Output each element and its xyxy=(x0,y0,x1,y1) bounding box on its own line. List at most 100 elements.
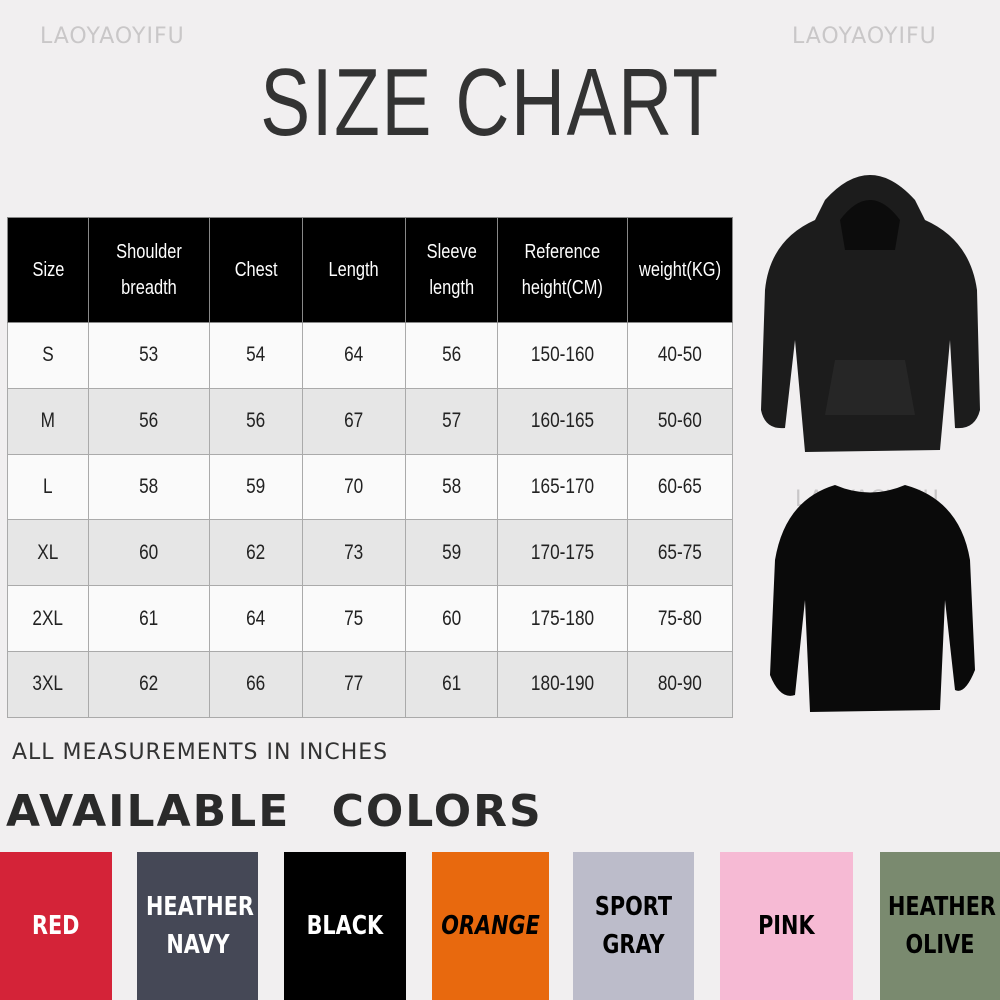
cell-value: 61 xyxy=(442,672,462,696)
cell-value: 3XL xyxy=(32,672,64,696)
column-header-label: Chest xyxy=(234,259,278,281)
watermark: LAOYAOYIFU xyxy=(40,24,185,49)
table-cell: 61 xyxy=(87,585,210,652)
table-cell: 175-180 xyxy=(497,585,628,652)
cell-value: S xyxy=(42,343,54,367)
black-sweatshirt-image xyxy=(770,485,975,712)
table-cell: 70 xyxy=(301,453,406,521)
table-cell: 80-90 xyxy=(626,650,734,718)
table-cell: XL xyxy=(7,519,89,587)
column-header: Shoulder breadth xyxy=(87,217,210,323)
cell-value: 66 xyxy=(246,672,266,696)
colors-heading: AVAILABLE COLORS xyxy=(6,786,543,837)
color-swatch-orange[interactable]: ORANGE xyxy=(432,852,549,1000)
table-cell: 180-190 xyxy=(497,650,628,718)
table-cell: 66 xyxy=(208,650,303,718)
table-cell: 75-80 xyxy=(626,585,734,652)
color-label: BLACK xyxy=(306,911,384,941)
cell-value: 61 xyxy=(139,606,159,630)
cell-value: 64 xyxy=(246,606,266,630)
color-swatch-heather-navy[interactable]: HEATHER NAVY xyxy=(137,852,258,1000)
table-cell: 150-160 xyxy=(497,322,628,389)
cell-value: 160-165 xyxy=(531,409,595,433)
color-swatch-heather-olive[interactable]: HEATHER OLIVE xyxy=(880,852,1000,1000)
table-cell: 60 xyxy=(404,585,499,652)
table-cell: 160-165 xyxy=(497,387,628,455)
table-cell: 56 xyxy=(404,322,499,389)
table-cell: 59 xyxy=(208,453,303,521)
table-cell: 77 xyxy=(301,650,406,718)
table-cell: 57 xyxy=(404,387,499,455)
table-cell: 64 xyxy=(301,322,406,389)
color-label: HEATHER OLIVE xyxy=(888,892,996,960)
table-cell: 56 xyxy=(87,387,210,455)
table-cell: 61 xyxy=(404,650,499,718)
cell-value: 65-75 xyxy=(657,540,702,564)
cell-value: XL xyxy=(37,540,59,564)
table-cell: 165-170 xyxy=(497,453,628,521)
cell-value: 60-65 xyxy=(657,474,702,498)
table-cell: 53 xyxy=(87,322,210,389)
table-row: XL 60 62 73 59 170-175 65-75 xyxy=(7,519,734,587)
cell-value: 67 xyxy=(344,409,364,433)
color-label: RED xyxy=(32,911,80,941)
cell-value: 62 xyxy=(139,672,159,696)
column-header: Chest xyxy=(208,217,303,323)
table-row: L 58 59 70 58 165-170 60-65 xyxy=(7,453,734,521)
cell-value: 56 xyxy=(442,343,462,367)
cell-value: 62 xyxy=(246,540,266,564)
table-cell: M xyxy=(7,387,89,455)
table-row: 2XL 61 64 75 60 175-180 75-80 xyxy=(7,585,734,652)
cell-value: 60 xyxy=(139,540,159,564)
color-swatch-black[interactable]: BLACK xyxy=(284,852,406,1000)
column-header-label: Sleeve length xyxy=(426,241,477,299)
color-swatch-pink[interactable]: PINK xyxy=(720,852,853,1000)
black-hoodie-image xyxy=(761,175,980,452)
table-cell: 56 xyxy=(208,387,303,455)
cell-value: 75-80 xyxy=(657,606,702,630)
cell-value: L xyxy=(43,474,53,498)
column-header: Size xyxy=(7,217,89,323)
column-header-label: Length xyxy=(328,259,379,281)
color-label: ORANGE xyxy=(441,911,540,941)
column-header-label: Size xyxy=(32,259,64,281)
column-header-label: Shoulder breadth xyxy=(116,241,182,299)
cell-value: 57 xyxy=(442,409,462,433)
table-cell: 62 xyxy=(208,519,303,587)
table-cell: 2XL xyxy=(7,585,89,652)
cell-value: 54 xyxy=(246,343,266,367)
color-swatch-red[interactable]: RED xyxy=(0,852,112,1000)
cell-value: 77 xyxy=(344,672,364,696)
table-row: 3XL 62 66 77 61 180-190 80-90 xyxy=(7,650,734,718)
table-cell: 64 xyxy=(208,585,303,652)
table-cell: 67 xyxy=(301,387,406,455)
cell-value: 53 xyxy=(139,343,159,367)
color-label: HEATHER NAVY xyxy=(145,892,254,960)
measurement-note: ALL MEASUREMENTS IN INCHES xyxy=(12,740,389,765)
table-cell: 60-65 xyxy=(626,453,734,521)
cell-value: 59 xyxy=(442,540,462,564)
table-cell: 62 xyxy=(87,650,210,718)
cell-value: 60 xyxy=(442,606,462,630)
cell-value: 58 xyxy=(442,474,462,498)
watermark: LAOYAOYIFU xyxy=(792,24,937,49)
cell-value: 175-180 xyxy=(531,606,595,630)
cell-value: M xyxy=(40,409,56,433)
cell-value: 80-90 xyxy=(657,672,702,696)
table-cell: 50-60 xyxy=(626,387,734,455)
cell-value: 180-190 xyxy=(531,672,595,696)
table-cell: 54 xyxy=(208,322,303,389)
table-cell: 170-175 xyxy=(497,519,628,587)
table-cell: 3XL xyxy=(7,650,89,718)
color-swatch-sport-gray[interactable]: SPORT GRAY xyxy=(573,852,694,1000)
table-cell: 73 xyxy=(301,519,406,587)
table-cell: 65-75 xyxy=(626,519,734,587)
table-cell: 60 xyxy=(87,519,210,587)
cell-value: 58 xyxy=(139,474,159,498)
column-header: weight(KG) xyxy=(626,217,734,323)
cell-value: 2XL xyxy=(32,606,64,630)
cell-value: 170-175 xyxy=(531,540,595,564)
column-header: Length xyxy=(301,217,406,323)
table-cell: S xyxy=(7,322,89,389)
cell-value: 165-170 xyxy=(531,474,595,498)
